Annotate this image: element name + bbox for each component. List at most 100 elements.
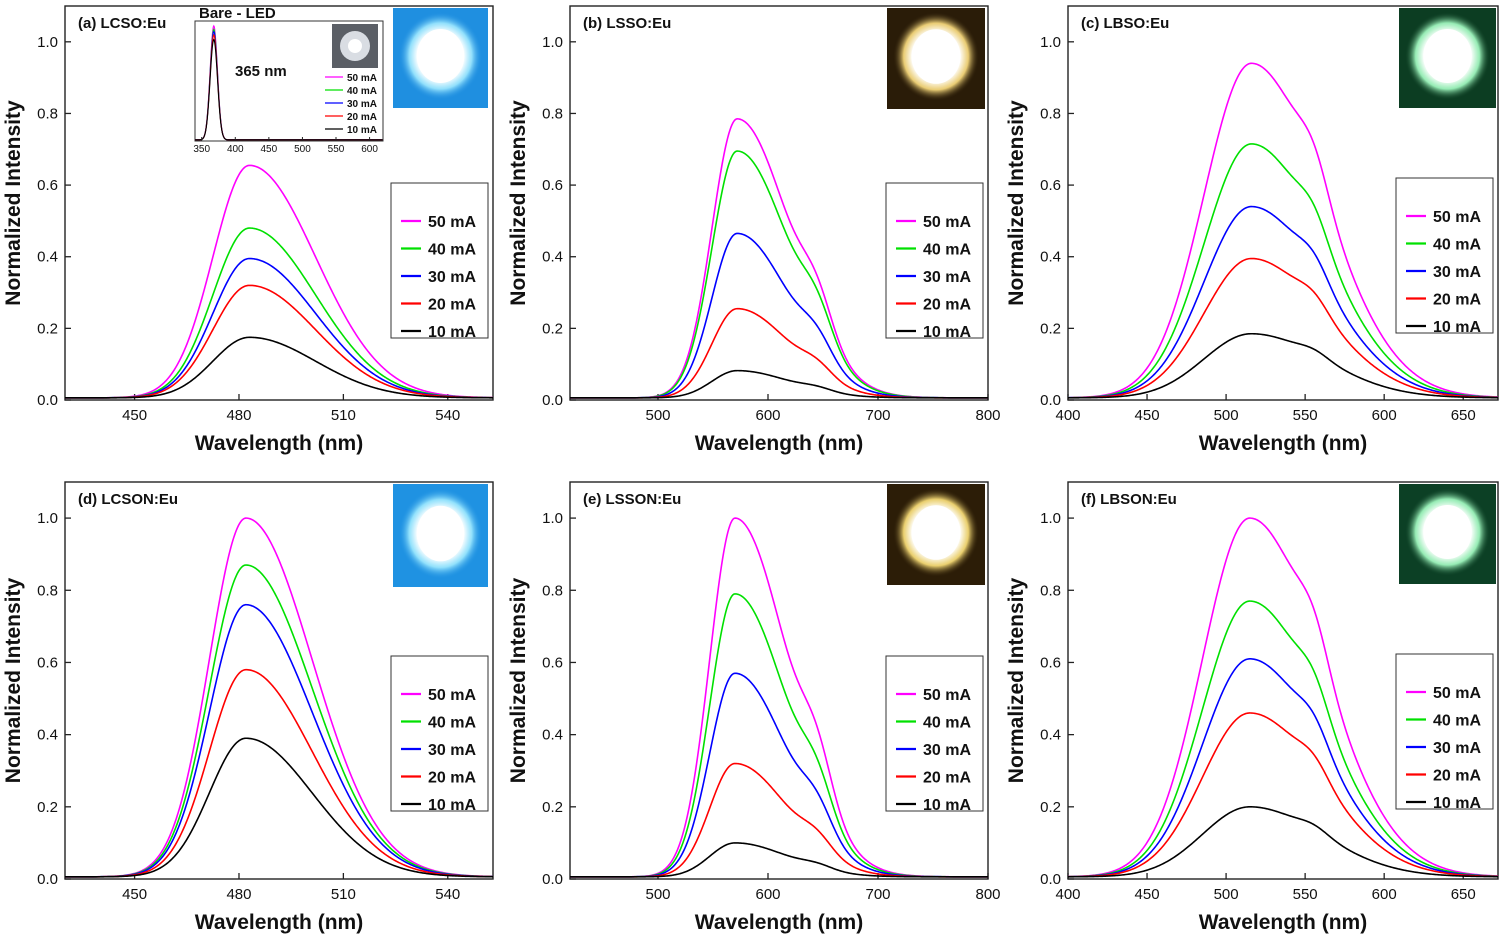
y-tick-label: 0.0: [37, 871, 58, 888]
chart-panel-2: 0.0 0.2 0.4 0.6 0.8 1.0 500 600 700 800 Wavelength…: [507, 5, 1001, 455]
panel-label: (d) LCSON:Eu: [78, 491, 178, 508]
legend-label: 10 mA: [923, 324, 971, 341]
legend-label: 30 mA: [923, 269, 971, 286]
plot-frame: [569, 481, 989, 880]
y-tick-label: 0.2: [542, 799, 563, 816]
legend-box: [1395, 177, 1494, 334]
inset-legend-label: 10 mA: [347, 125, 377, 136]
legend: 50 mA 40 mA 30 mA 20 mA 10 mA: [1395, 653, 1494, 812]
plot-frame: [1067, 481, 1499, 880]
x-tick-label: 510: [331, 407, 356, 424]
legend-label: 40 mA: [1433, 713, 1481, 730]
x-tick-label: 800: [975, 407, 1000, 424]
y-axis-title: Normalized Intensity: [1005, 100, 1028, 306]
series-line-10-mA: [570, 369, 988, 399]
legend-label: 20 mA: [428, 297, 476, 314]
y-tick-label: 0.8: [542, 105, 563, 122]
x-axis-title: Wavelength (nm): [1199, 432, 1367, 455]
glow-core: [911, 505, 961, 560]
series-line-50-mA: [1067, 62, 1499, 399]
inset-x-tick-label: 500: [294, 144, 311, 155]
y-axis-title: Normalized Intensity: [2, 100, 25, 306]
glow-core: [1423, 505, 1472, 559]
y-tick-label: 1.0: [1040, 510, 1061, 527]
y-tick-label: 0.0: [37, 392, 58, 409]
legend-label: 10 mA: [923, 797, 971, 814]
y-tick-label: 1.0: [542, 510, 563, 527]
series-line-10-mA: [570, 842, 988, 878]
chart-panel-1: 0.0 0.2 0.4 0.6 0.8 1.0 450 480 510 540 Wavelength…: [2, 5, 494, 455]
plot-frame: [64, 481, 494, 880]
series-line-10-mA: [65, 737, 494, 878]
legend-label: 30 mA: [923, 742, 971, 759]
legend-label: 50 mA: [1433, 209, 1481, 226]
x-tick-label: 500: [1214, 407, 1239, 424]
x-tick-label: 650: [1451, 886, 1476, 903]
x-tick-label: 480: [226, 407, 251, 424]
legend-label: 50 mA: [923, 214, 971, 231]
y-tick-label: 1.0: [542, 34, 563, 51]
panel-label: (c) LBSO:Eu: [1081, 15, 1169, 32]
x-tick-label: 480: [226, 886, 251, 903]
panel-label: (e) LSSON:Eu: [583, 491, 681, 508]
legend-label: 40 mA: [428, 715, 476, 732]
plot-frame: [569, 5, 989, 401]
inset-legend-label: 40 mA: [347, 86, 377, 97]
x-tick-label: 650: [1451, 407, 1476, 424]
bare-led-photo: [332, 24, 378, 68]
x-tick-label: 550: [1293, 407, 1318, 424]
chart-panel-5: 0.0 0.2 0.4 0.6 0.8 1.0 500 600 700 800 Wavelength…: [507, 481, 1001, 934]
x-tick-label: 800: [975, 886, 1000, 903]
x-tick-label: 700: [865, 886, 890, 903]
phosphor-led-photo: [393, 8, 488, 108]
y-tick-label: 0.8: [37, 105, 58, 122]
series-line-30-mA: [1067, 658, 1499, 878]
y-tick-label: 0.0: [542, 392, 563, 409]
led-photo-core: [348, 39, 362, 53]
y-tick-label: 0.4: [542, 249, 563, 266]
y-axis-title: Normalized Intensity: [2, 577, 25, 783]
phosphor-led-photo: [1399, 8, 1496, 108]
series-line-30-mA: [1067, 205, 1499, 399]
legend-label: 10 mA: [428, 797, 476, 814]
legend-label: 40 mA: [923, 715, 971, 732]
inset-x-tick-label: 400: [227, 144, 244, 155]
y-axis-title: Normalized Intensity: [507, 577, 530, 783]
x-tick-label: 400: [1055, 407, 1080, 424]
legend-label: 30 mA: [1433, 740, 1481, 757]
y-axis-title: Normalized Intensity: [507, 100, 530, 306]
y-tick-label: 0.4: [1040, 727, 1061, 744]
legend-label: 10 mA: [428, 324, 476, 341]
series-line-50-mA: [1067, 517, 1499, 878]
glow-core: [911, 29, 961, 84]
legend-box: [390, 182, 489, 339]
legend-label: 30 mA: [428, 269, 476, 286]
legend-label: 50 mA: [428, 214, 476, 231]
y-tick-label: 0.2: [37, 320, 58, 337]
y-tick-label: 0.4: [542, 727, 563, 744]
legend-box: [885, 655, 984, 812]
inset-legend-label: 20 mA: [347, 112, 377, 123]
series-line-40-mA: [1067, 143, 1499, 399]
x-axis-title: Wavelength (nm): [195, 432, 363, 455]
y-tick-label: 0.4: [37, 727, 58, 744]
x-tick-label: 500: [645, 886, 670, 903]
x-tick-label: 600: [1372, 407, 1397, 424]
glow-core: [416, 505, 465, 562]
series-line-40-mA: [1067, 600, 1499, 878]
y-tick-label: 0.8: [37, 582, 58, 599]
series-line-10-mA: [1068, 332, 1499, 399]
legend-label: 20 mA: [923, 297, 971, 314]
y-tick-label: 0.8: [1040, 105, 1061, 122]
phosphor-led-photo: [393, 484, 488, 587]
legend-box: [390, 655, 489, 812]
x-tick-label: 450: [1135, 407, 1160, 424]
y-tick-label: 0.0: [542, 871, 563, 888]
legend-label: 10 mA: [1433, 795, 1481, 812]
phosphor-led-photo: [1399, 484, 1496, 584]
inset-legend-label: 50 mA: [347, 73, 377, 84]
y-tick-label: 0.0: [1040, 871, 1061, 888]
chart-panel-6: 0.0 0.2 0.4 0.6 0.8 1.0 400 450 500 550 600 650 Wave…: [1005, 481, 1499, 934]
x-tick-label: 500: [645, 407, 670, 424]
y-tick-label: 0.2: [1040, 799, 1061, 816]
